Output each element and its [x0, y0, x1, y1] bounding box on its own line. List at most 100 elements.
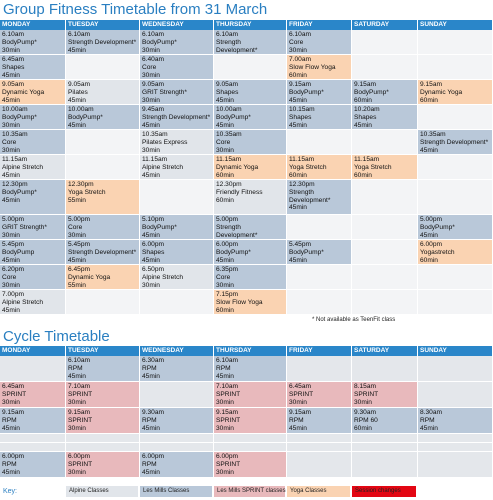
class-cell: 11.15am Yoga Stretch 60min: [352, 155, 418, 180]
class-cell: 10.35am Core 30min: [0, 130, 66, 155]
empty-cell: [287, 290, 352, 315]
class-class: GRIT Strength*: [142, 88, 187, 96]
empty-cell: [287, 265, 352, 290]
class-class: BodyPump*: [289, 248, 324, 256]
day-header: THURSDAY: [214, 346, 287, 356]
class-class: GRIT Strength*: [2, 223, 47, 231]
class-cell: 6.30am RPM 45min: [140, 356, 214, 382]
class-class: Core: [216, 138, 231, 146]
empty-cell: [140, 434, 214, 443]
class-duration: 45min: [2, 424, 20, 432]
class-class: Core: [216, 273, 231, 281]
class-duration: 30min: [142, 146, 160, 154]
class-time: 6.10am: [68, 31, 90, 38]
class-cell: 12.30pm Yoga Stretch 55min: [66, 180, 140, 215]
class-cell: 11.15am Alpine Stretch 45min: [140, 155, 214, 180]
empty-cell: [418, 290, 493, 315]
empty-cell: [352, 290, 418, 315]
class-duration: 60min: [216, 306, 234, 314]
class-cell: 6.00pm Shapes 45min: [140, 240, 214, 265]
class-duration: 55min: [68, 281, 86, 289]
day-header: SATURDAY: [352, 20, 418, 30]
class-duration: 30min: [142, 281, 160, 289]
class-time: 12.30pm: [68, 181, 94, 188]
class-time: 10.20am: [354, 106, 380, 113]
class-cell: 5.00pm BodyPump* 45min: [418, 215, 493, 240]
empty-cell: [140, 180, 214, 215]
class-time: 6.45am: [2, 383, 24, 390]
empty-cell: [0, 356, 66, 382]
class-time: 10.35am: [420, 131, 446, 138]
class-duration: 30min: [2, 231, 20, 239]
key-label: Key:: [3, 488, 18, 495]
class-cell: 6.00pm BodyPump* 45min: [214, 240, 287, 265]
class-duration: 30min: [216, 424, 234, 432]
class-time: 6.40am: [142, 56, 164, 63]
class-duration: 60min: [216, 171, 234, 179]
class-cell: 6.00pm SPRINT 30min: [214, 452, 287, 478]
class-time: 11.15am: [216, 156, 242, 163]
day-header: WEDNESDAY: [140, 346, 214, 356]
class-time: 6.45pm: [68, 266, 90, 273]
class-class: Dynamic Yoga: [68, 273, 111, 281]
class-duration: 30min: [354, 398, 372, 406]
class-cell: 6.35pm Core 30min: [214, 265, 287, 290]
class-duration: 45min: [2, 306, 20, 314]
class-time: 12.30pm: [2, 181, 28, 188]
class-time: 8.30am: [420, 409, 442, 416]
class-time: 6.35pm: [216, 266, 238, 273]
class-time: 6.00pm: [142, 241, 164, 248]
empty-cell: [352, 265, 418, 290]
class-cell: 12.30pm Strength Development* 45min: [287, 180, 352, 215]
class-cell: 6.45am SPRINT 30min: [0, 382, 66, 408]
class-cell: 9.05am Dynamic Yoga 45min: [0, 80, 66, 105]
class-cell: 9.15am Dynamic Yoga 60min: [418, 80, 493, 105]
class-class: Slow Flow Yoga: [216, 298, 263, 306]
class-cell: 7.15pm Slow Flow Yoga 60min: [214, 290, 287, 315]
class-duration: 45min: [68, 256, 86, 264]
class-duration: 45min: [2, 256, 20, 264]
class-duration: 30min: [142, 71, 160, 79]
class-cell: 11.15am Alpine Stretch 45min: [0, 155, 66, 180]
class-class: Strength Development*: [289, 188, 331, 204]
class-duration: 30min: [2, 281, 20, 289]
class-class: Dynamic Yoga: [216, 163, 259, 171]
class-duration: 45min: [420, 231, 438, 239]
class-cell: 5.45pm BodyPump* 45min: [287, 240, 352, 265]
class-duration: 30min: [2, 46, 20, 54]
class-class: Core: [2, 138, 17, 146]
class-duration: 45min: [216, 121, 234, 129]
class-class: Strength Development*: [68, 38, 137, 46]
class-class: SPRINT: [354, 390, 379, 398]
class-class: Shapes: [289, 113, 312, 121]
class-time: 6.50pm: [142, 266, 164, 273]
class-duration: 45min: [2, 71, 20, 79]
class-time: 10.00am: [2, 106, 28, 113]
class-cell: 6.10am BodyPump* 30min: [0, 30, 66, 55]
class-class: Shapes: [216, 88, 239, 96]
class-duration: 45min: [142, 424, 160, 432]
class-duration: 45min: [2, 171, 20, 179]
day-header: FRIDAY: [287, 346, 352, 356]
class-class: RPM: [289, 416, 304, 424]
class-class: Shapes: [2, 63, 25, 71]
empty-cell: [66, 155, 140, 180]
empty-cell: [287, 434, 352, 443]
class-class: Core: [2, 273, 17, 281]
class-duration: 60min: [354, 171, 372, 179]
class-cell: 7.10am SPRINT 30min: [214, 382, 287, 408]
empty-cell: [214, 434, 287, 443]
class-duration: 45min: [142, 171, 160, 179]
key-item: Les Mills SPRINT classes: [214, 486, 286, 497]
class-duration: 55min: [68, 196, 86, 204]
empty-cell: [418, 356, 493, 382]
class-time: 5.00pm: [216, 216, 238, 223]
class-time: 6.30am: [142, 357, 164, 364]
class-time: 7.10am: [216, 383, 238, 390]
empty-cell: [0, 443, 66, 452]
class-time: 5.00pm: [420, 216, 442, 223]
class-class: SPRINT: [2, 390, 27, 398]
class-time: 11.15am: [289, 156, 315, 163]
empty-cell: [352, 240, 418, 265]
